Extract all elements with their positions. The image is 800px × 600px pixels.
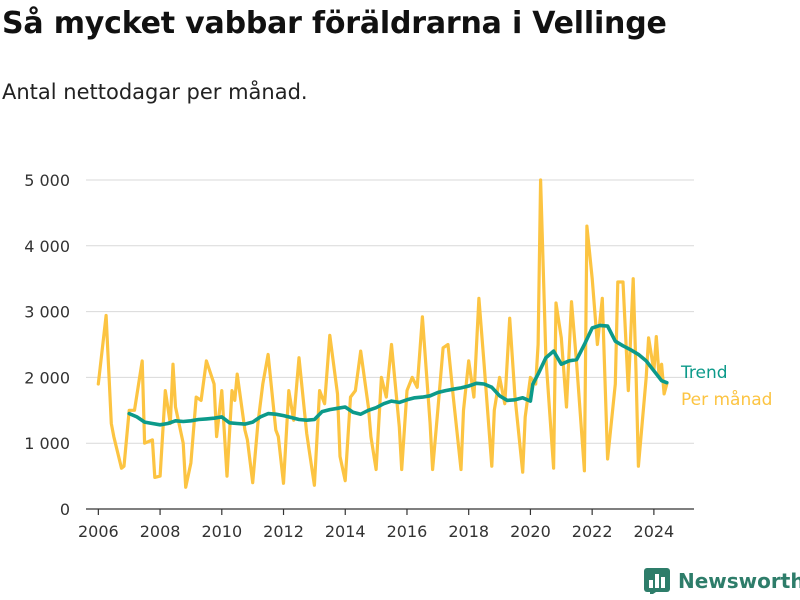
y-tick-label: 0 [60, 500, 70, 519]
y-tick-label: 2 000 [24, 368, 70, 387]
x-tick-label: 2012 [263, 522, 304, 541]
y-grid [86, 179, 694, 444]
chart-subtitle: Antal nettodagar per månad. [2, 80, 308, 104]
x-tick-label: 2008 [140, 522, 181, 541]
x-tick-label: 2024 [634, 522, 675, 541]
legend: Trend Per månad [680, 363, 772, 410]
chart-title: Så mycket vabbar föräldrarna i Vellinge [2, 6, 667, 41]
y-axis-ticks: 0 1 000 2 000 3 000 4 000 5 000 [24, 171, 70, 519]
x-tick-label: 2020 [510, 522, 551, 541]
legend-label-trend: Trend [680, 363, 728, 383]
series-line-per-manad [96, 178, 669, 489]
brand-name: Newsworthy [678, 569, 800, 593]
bar-chart-logo-icon [644, 568, 670, 594]
y-tick-label: 1 000 [24, 434, 70, 453]
y-tick-label: 3 000 [24, 303, 70, 322]
y-tick-label: 4 000 [24, 237, 70, 256]
legend-label-per-manad: Per månad [681, 389, 772, 410]
x-tick-label: 2014 [325, 522, 366, 541]
series-layer [96, 178, 669, 489]
x-tick-label: 2006 [78, 522, 119, 541]
x-axis: 2006 2008 2010 2012 2014 2016 2018 2020 2022 2024 [78, 508, 694, 541]
x-tick-label: 2016 [387, 522, 428, 541]
series-line-trend [127, 323, 669, 427]
brand-logo[interactable]: Newsworthy [644, 568, 800, 594]
y-tick-label: 5 000 [24, 171, 70, 190]
x-tick-label: 2018 [448, 522, 489, 541]
x-tick-label: 2010 [201, 522, 242, 541]
x-tick-label: 2022 [572, 522, 613, 541]
